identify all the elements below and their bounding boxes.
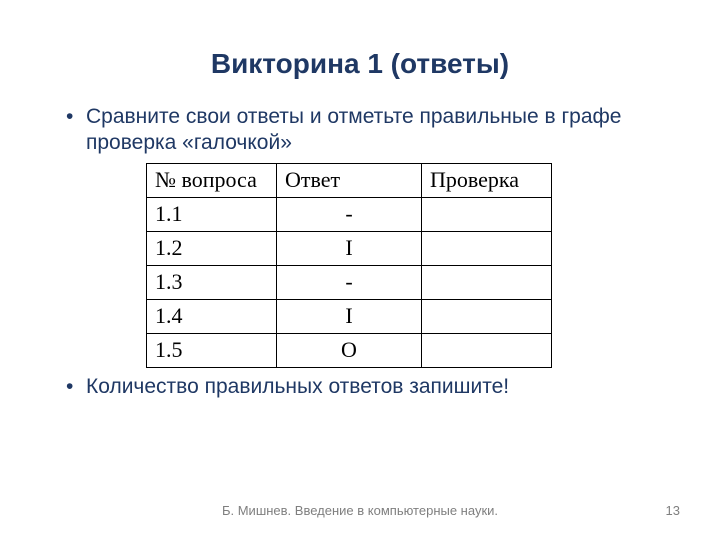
cell-num: 1.4 [147,299,277,333]
cell-num: 1.1 [147,197,277,231]
cell-check [422,197,552,231]
bullet-item-1: Сравните свои ответы и отметьте правильн… [60,104,660,157]
cell-check [422,299,552,333]
cell-num: 1.3 [147,265,277,299]
cell-answer: - [277,265,422,299]
page-number: 13 [666,503,680,518]
th-answer: Ответ [277,163,422,197]
cell-answer: I [277,231,422,265]
cell-answer: - [277,197,422,231]
cell-answer: O [277,333,422,367]
table-header-row: № вопроса Ответ Проверка [147,163,552,197]
bullet-list: Сравните свои ответы и отметьте правильн… [60,104,660,157]
cell-answer: I [277,299,422,333]
th-check: Проверка [422,163,552,197]
table-row: 1.4 I [147,299,552,333]
cell-check [422,265,552,299]
slide-footer: Б. Мишнев. Введение в компьютерные науки… [0,503,720,518]
table-row: 1.1 - [147,197,552,231]
cell-num: 1.5 [147,333,277,367]
answers-table: № вопроса Ответ Проверка 1.1 - 1.2 I 1.3… [146,163,552,368]
th-question-number: № вопроса [147,163,277,197]
table-row: 1.3 - [147,265,552,299]
slide-content: Сравните свои ответы и отметьте правильн… [0,104,720,400]
bullet-item-2: Количество правильных ответов запишите! [60,374,660,400]
cell-check [422,333,552,367]
bullet-list-2: Количество правильных ответов запишите! [60,374,660,400]
cell-num: 1.2 [147,231,277,265]
answers-table-wrap: № вопроса Ответ Проверка 1.1 - 1.2 I 1.3… [60,163,660,368]
cell-check [422,231,552,265]
table-row: 1.5 O [147,333,552,367]
slide-title: Викторина 1 (ответы) [0,0,720,104]
table-row: 1.2 I [147,231,552,265]
